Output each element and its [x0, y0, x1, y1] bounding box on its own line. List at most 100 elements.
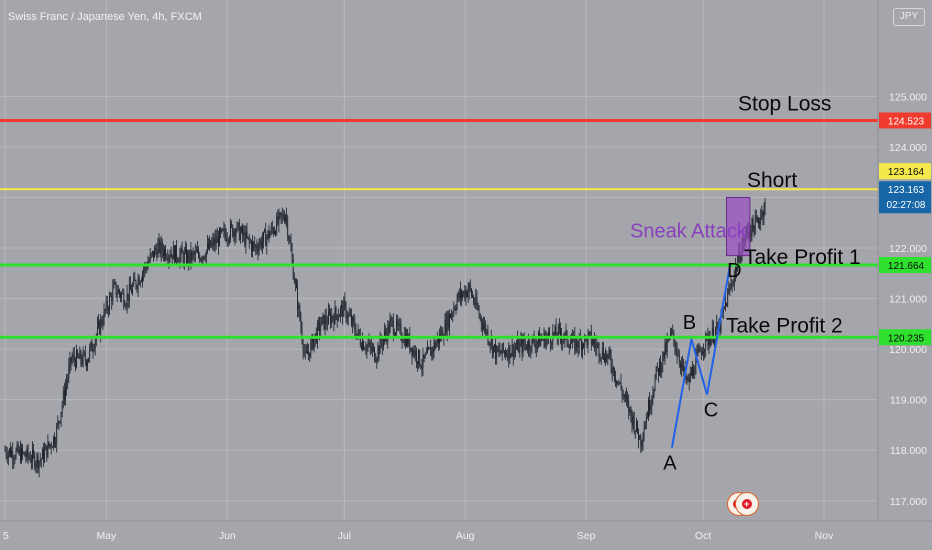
pattern-point-label: D — [727, 260, 741, 282]
candle-body — [439, 334, 440, 344]
candle-body — [251, 242, 252, 252]
candle-body — [79, 351, 81, 359]
candle-body — [355, 331, 357, 338]
candle-body — [168, 256, 170, 261]
candle-body — [729, 288, 731, 290]
candle-body — [94, 340, 96, 349]
price-tick-label: 121.000 — [889, 294, 927, 306]
candle-body — [428, 348, 429, 350]
candle-body — [617, 381, 619, 384]
candle-body — [264, 229, 265, 232]
candle-body — [660, 360, 661, 372]
candle-body — [347, 313, 349, 319]
candle-body — [597, 343, 599, 345]
candle-body — [677, 356, 679, 358]
candle-body — [28, 456, 30, 458]
candle-body — [445, 320, 447, 333]
candle-body — [234, 230, 236, 237]
candle-body — [413, 349, 415, 356]
candle-body — [515, 348, 516, 350]
bar-countdown: 02:27:08 — [887, 200, 926, 211]
candle-body — [197, 250, 198, 253]
candle-body — [501, 343, 503, 354]
candle-body — [219, 229, 220, 247]
candle-body — [432, 348, 434, 352]
candle-body — [376, 358, 378, 362]
candle-body — [416, 350, 417, 362]
candle-body — [17, 444, 19, 453]
candle-body — [625, 394, 626, 397]
candle-body — [461, 290, 462, 298]
candle-body — [637, 421, 638, 433]
candle-body — [310, 341, 312, 357]
candle-body — [587, 334, 589, 346]
candle-body — [683, 361, 685, 372]
candle-body — [238, 222, 240, 240]
candle-body — [462, 294, 463, 298]
candle-body — [489, 343, 491, 345]
candle-body — [208, 243, 209, 249]
candle-body — [47, 441, 49, 457]
candle-body — [300, 319, 302, 329]
candle-body — [678, 356, 680, 363]
candle-body — [542, 339, 544, 341]
candle-body — [207, 243, 208, 251]
candle-body — [385, 331, 386, 335]
candle-body — [472, 295, 473, 297]
candle-body — [665, 343, 667, 352]
candle-body — [270, 226, 272, 234]
candle-body — [205, 250, 207, 259]
candle-body — [731, 283, 733, 285]
candle-body — [66, 382, 67, 388]
pattern-point-label: C — [704, 400, 718, 422]
candle-body — [463, 291, 465, 295]
candle-body — [761, 211, 763, 217]
candle-body — [502, 343, 504, 352]
candle-body — [309, 352, 311, 357]
candle-body — [26, 448, 28, 458]
candle-body — [134, 278, 136, 281]
candle-body — [454, 308, 456, 310]
candle-body — [318, 322, 319, 324]
candle-body — [196, 251, 197, 253]
candle-body — [209, 240, 210, 249]
candle-body — [330, 313, 331, 324]
candle-body — [631, 414, 633, 426]
candle-body — [31, 461, 32, 463]
candle-body — [56, 425, 58, 444]
candle-body — [527, 348, 528, 350]
candle-body — [644, 425, 646, 430]
currency-badge[interactable]: JPY — [893, 8, 925, 26]
candle-body — [557, 326, 559, 339]
candle-body — [80, 351, 82, 362]
candle-body — [733, 274, 735, 284]
candle-body — [290, 241, 292, 251]
candle-body — [233, 230, 235, 237]
flag-icon — [742, 499, 752, 509]
candle-body — [464, 291, 466, 299]
candle-body — [65, 387, 66, 400]
zone-label: Sneak Attack — [630, 221, 748, 243]
candle-body — [143, 270, 144, 274]
candle-body — [14, 458, 16, 460]
candle-body — [480, 316, 482, 324]
candle-body — [339, 315, 340, 318]
economic-events-icon[interactable]: + — [727, 492, 759, 518]
candle-body — [72, 354, 74, 359]
candle-body — [530, 349, 532, 352]
candle-body — [214, 237, 216, 246]
candle-body — [266, 236, 268, 246]
candle-body — [60, 412, 62, 422]
level-annotation: Take Profit 2 — [726, 314, 843, 337]
candle-body — [359, 336, 361, 346]
candle-body — [296, 282, 297, 288]
candle-body — [755, 216, 757, 221]
candle-body — [36, 455, 38, 464]
candle-body — [642, 438, 644, 442]
candle-body — [120, 293, 121, 298]
candle-body — [430, 347, 432, 357]
candle-body — [273, 229, 274, 234]
candle-body — [655, 366, 657, 378]
